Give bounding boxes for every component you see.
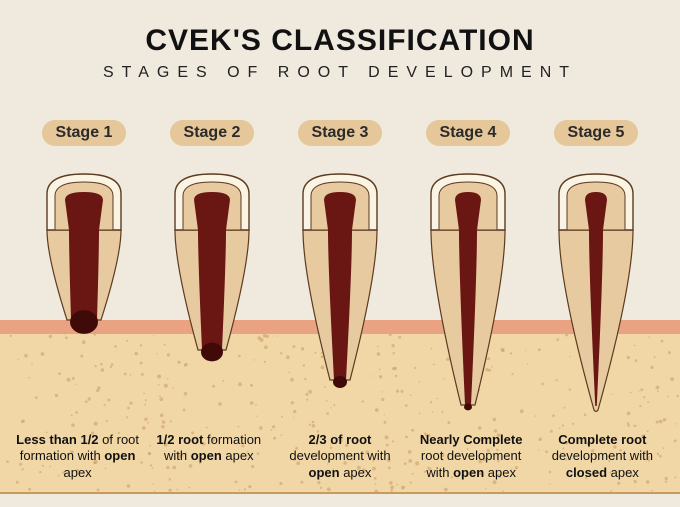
tooth-illustration (551, 170, 641, 430)
caption-bold-text: Complete root (558, 432, 646, 447)
caption-bold-text: open (309, 465, 340, 480)
stage-caption: Less than 1/2 of root formation with ope… (16, 432, 140, 481)
caption-text: development with (552, 448, 653, 463)
caption-text: apex (63, 465, 91, 480)
stage-caption: Complete root development with closed ap… (540, 432, 664, 481)
teeth-row (0, 170, 680, 430)
stage-caption: Nearly Complete root development with op… (409, 432, 533, 481)
caption-text: apex (222, 448, 254, 463)
caption-text: apex (340, 465, 372, 480)
caption-bold-text: Less than 1/2 (16, 432, 98, 447)
stage-badge-row: Stage 1 Stage 2 Stage 3 Stage 4 Stage 5 (0, 120, 680, 146)
tooth-illustration (39, 170, 129, 340)
stage-badge: Stage 2 (170, 120, 255, 146)
tooth-slot (536, 170, 656, 430)
stage-badge: Stage 1 (42, 120, 127, 146)
infographic-page: CVEK'S CLASSIFICATION STAGES OF ROOT DEV… (0, 0, 680, 507)
caption-bold-text: open (191, 448, 222, 463)
caption-bold-text: 2/3 of root (309, 432, 372, 447)
caption-bold-text: Nearly Complete (420, 432, 523, 447)
tooth-illustration (423, 170, 513, 425)
page-subtitle: STAGES OF ROOT DEVELOPMENT (0, 64, 680, 82)
tooth-slot (152, 170, 272, 430)
caption-bold-text: 1/2 root (156, 432, 203, 447)
captions-row: Less than 1/2 of root formation with ope… (0, 432, 680, 481)
stage-badge: Stage 5 (554, 120, 639, 146)
tooth-illustration (295, 170, 385, 400)
caption-text: development with (289, 448, 390, 463)
tooth-slot (408, 170, 528, 430)
tooth-slot (24, 170, 144, 430)
stage-caption: 1/2 root formation with open apex (147, 432, 271, 481)
caption-text: apex (484, 465, 516, 480)
caption-bold-text: open (453, 465, 484, 480)
caption-text: apex (607, 465, 639, 480)
stage-caption: 2/3 of root development with open apex (278, 432, 402, 481)
caption-bold-text: closed (566, 465, 607, 480)
tooth-illustration (167, 170, 257, 370)
tooth-slot (280, 170, 400, 430)
stage-badge: Stage 3 (298, 120, 383, 146)
page-title: CVEK'S CLASSIFICATION (0, 0, 680, 58)
stage-badge: Stage 4 (426, 120, 511, 146)
caption-bold-text: open (104, 448, 135, 463)
